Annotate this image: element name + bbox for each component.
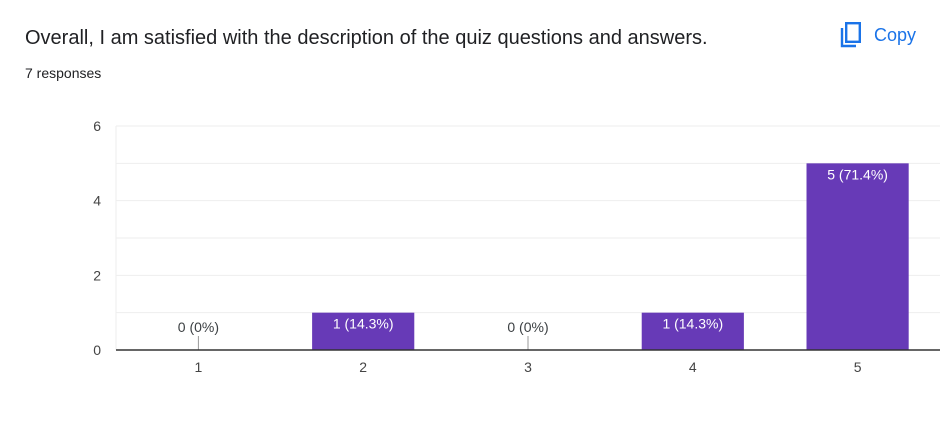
question-title: Overall, I am satisfied with the descrip… <box>25 27 708 49</box>
copy-button-label: Copy <box>874 24 917 45</box>
copy-icon <box>840 22 862 48</box>
copy-button[interactable]: Copy <box>834 18 922 52</box>
bar <box>312 312 415 350</box>
data-label: 1 (14.3%) <box>333 316 394 332</box>
y-tick-label: 2 <box>93 267 101 283</box>
x-tick-label: 1 <box>195 359 203 375</box>
data-label: 1 (14.3%) <box>662 316 723 332</box>
x-tick-label: 4 <box>689 359 697 375</box>
response-count: 7 responses <box>25 65 102 81</box>
y-tick-label: 4 <box>93 193 101 209</box>
y-tick-label: 0 <box>93 342 101 358</box>
data-label: 5 (71.4%) <box>827 166 888 182</box>
x-tick-label: 5 <box>854 359 862 375</box>
bar <box>806 163 909 350</box>
data-label: 0 (0%) <box>507 319 548 335</box>
bar <box>641 312 744 350</box>
x-tick-label: 2 <box>359 359 367 375</box>
data-label: 0 (0%) <box>178 319 219 335</box>
y-tick-label: 6 <box>93 118 101 134</box>
x-tick-label: 3 <box>524 359 532 375</box>
